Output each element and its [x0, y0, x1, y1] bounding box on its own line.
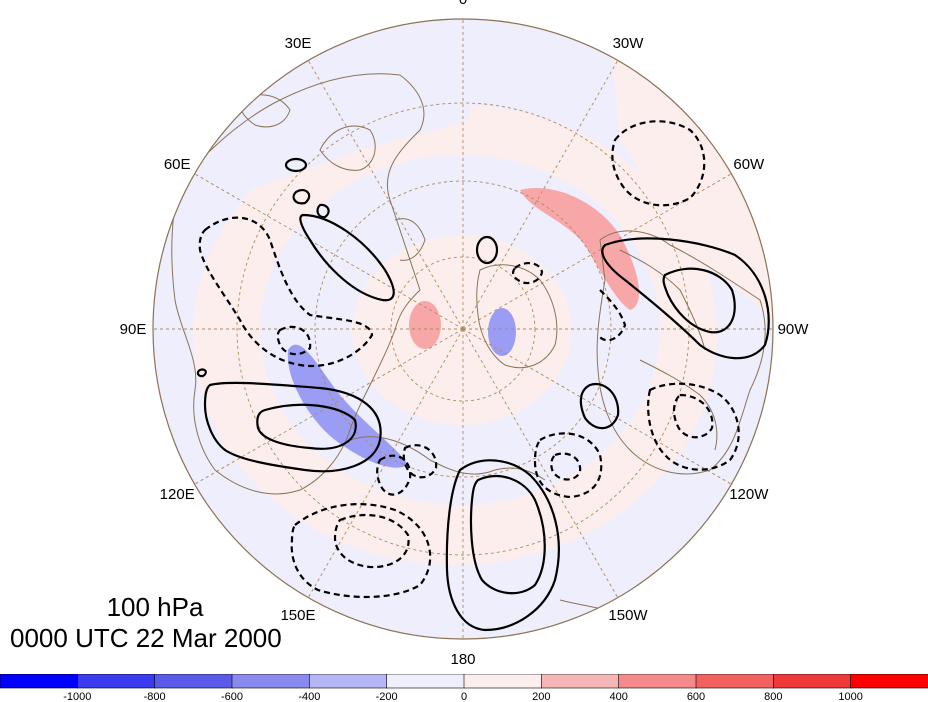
- positive-anomaly-center: [409, 301, 441, 349]
- colorbar-box: [77, 674, 156, 689]
- colorbar-tick-label: 400: [609, 691, 627, 702]
- colorbar-tick-label: -200: [376, 691, 398, 702]
- map-border: [152, 18, 774, 640]
- colorbar-box: [773, 674, 852, 689]
- longitude-label-0: 0: [459, 0, 467, 8]
- colorbar-box: [618, 674, 697, 689]
- colorbar-box: [309, 674, 388, 689]
- colorbar-tick-label: -600: [221, 691, 243, 702]
- longitude-label-150e: 150E: [280, 607, 315, 624]
- longitude-label-90w: 90W: [778, 321, 810, 338]
- graticule: [153, 19, 773, 639]
- longitude-label-30e: 30E: [285, 35, 312, 52]
- colorbar-tick-labels: -1000 -800 -600 -400 -200 0 200 400 600 800 1000: [63, 691, 863, 702]
- colorbar: -1000 -800 -600 -400 -200 0 200 400 600 800 1000: [0, 674, 928, 702]
- colorbar-tick-label: 800: [764, 691, 782, 702]
- colorbar-tick-label: -1000: [63, 691, 91, 702]
- colorbar-tick-label: 1000: [838, 691, 862, 702]
- colorbar-boxes: [0, 674, 928, 689]
- colorbar-tick-label: 200: [532, 691, 550, 702]
- positive-contours: [196, 157, 770, 632]
- colorbar-tick-label: -800: [144, 691, 166, 702]
- longitude-label-30w: 30W: [613, 35, 645, 52]
- longitude-label-120w: 120W: [729, 486, 769, 503]
- longitude-label-150w: 150W: [608, 607, 648, 624]
- longitude-label-60e: 60E: [164, 156, 191, 173]
- polar-map: 0 30W 60W 90W 120W 150W 180 150E 120E 90E 60E 30E: [120, 0, 810, 668]
- coastlines: [171, 73, 766, 613]
- colorbar-tick-label: 600: [687, 691, 705, 702]
- longitude-label-120e: 120E: [160, 486, 195, 503]
- colorbar-box: [463, 674, 543, 689]
- colorbar-tick-label: -400: [298, 691, 320, 702]
- longitude-label-90e: 90E: [120, 321, 147, 338]
- east-positive-shade: [610, 30, 773, 330]
- valid-time-label: 0000 UTC 22 Mar 2000: [10, 623, 282, 653]
- colorbar-box: [386, 674, 465, 689]
- positive-anomaly-east: [520, 188, 640, 310]
- pressure-level-label: 100 hPa: [106, 592, 204, 622]
- negative-anomaly-center: [488, 308, 516, 356]
- longitude-label-180: 180: [450, 651, 475, 668]
- map-disk: [153, 19, 773, 639]
- colorbar-box: [154, 674, 233, 689]
- colorbar-box: [850, 674, 928, 689]
- colorbar-box: [0, 674, 79, 689]
- longitude-label-60w: 60W: [733, 156, 765, 173]
- longitude-labels: 0 30W 60W 90W 120W 150W 180 150E 120E 90E 60E 30E: [120, 0, 810, 668]
- colorbar-tick-label: 0: [461, 691, 467, 702]
- colorbar-box: [695, 674, 775, 689]
- colorbar-box: [541, 674, 620, 689]
- colorbar-box: [231, 674, 311, 689]
- negative-contours: [198, 120, 740, 599]
